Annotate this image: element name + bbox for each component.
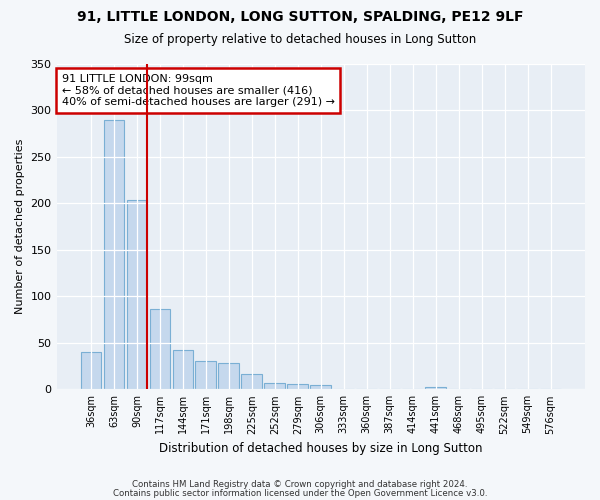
Bar (196, 362, 216, 390)
Bar (425, 386, 446, 390)
Bar (241, 374, 262, 390)
Text: Size of property relative to detached houses in Long Sutton: Size of property relative to detached ho… (124, 32, 476, 46)
Bar (310, 384, 331, 390)
Bar (173, 350, 193, 390)
Text: Contains public sector information licensed under the Open Government Licence v3: Contains public sector information licen… (113, 490, 487, 498)
Text: 91 LITTLE LONDON: 99sqm
← 58% of detached houses are smaller (416)
40% of semi-d: 91 LITTLE LONDON: 99sqm ← 58% of detache… (62, 74, 335, 107)
Bar (80, 352, 101, 390)
Bar (127, 200, 147, 390)
Y-axis label: Number of detached properties: Number of detached properties (15, 139, 25, 314)
Bar (104, 120, 124, 390)
Text: Contains HM Land Registry data © Crown copyright and database right 2024.: Contains HM Land Registry data © Crown c… (132, 480, 468, 489)
Bar (218, 364, 239, 390)
X-axis label: Distribution of detached houses by size in Long Sutton: Distribution of detached houses by size … (159, 442, 482, 455)
Bar (287, 384, 308, 390)
Text: 91, LITTLE LONDON, LONG SUTTON, SPALDING, PE12 9LF: 91, LITTLE LONDON, LONG SUTTON, SPALDING… (77, 10, 523, 24)
Bar (149, 310, 170, 390)
Bar (265, 383, 285, 390)
